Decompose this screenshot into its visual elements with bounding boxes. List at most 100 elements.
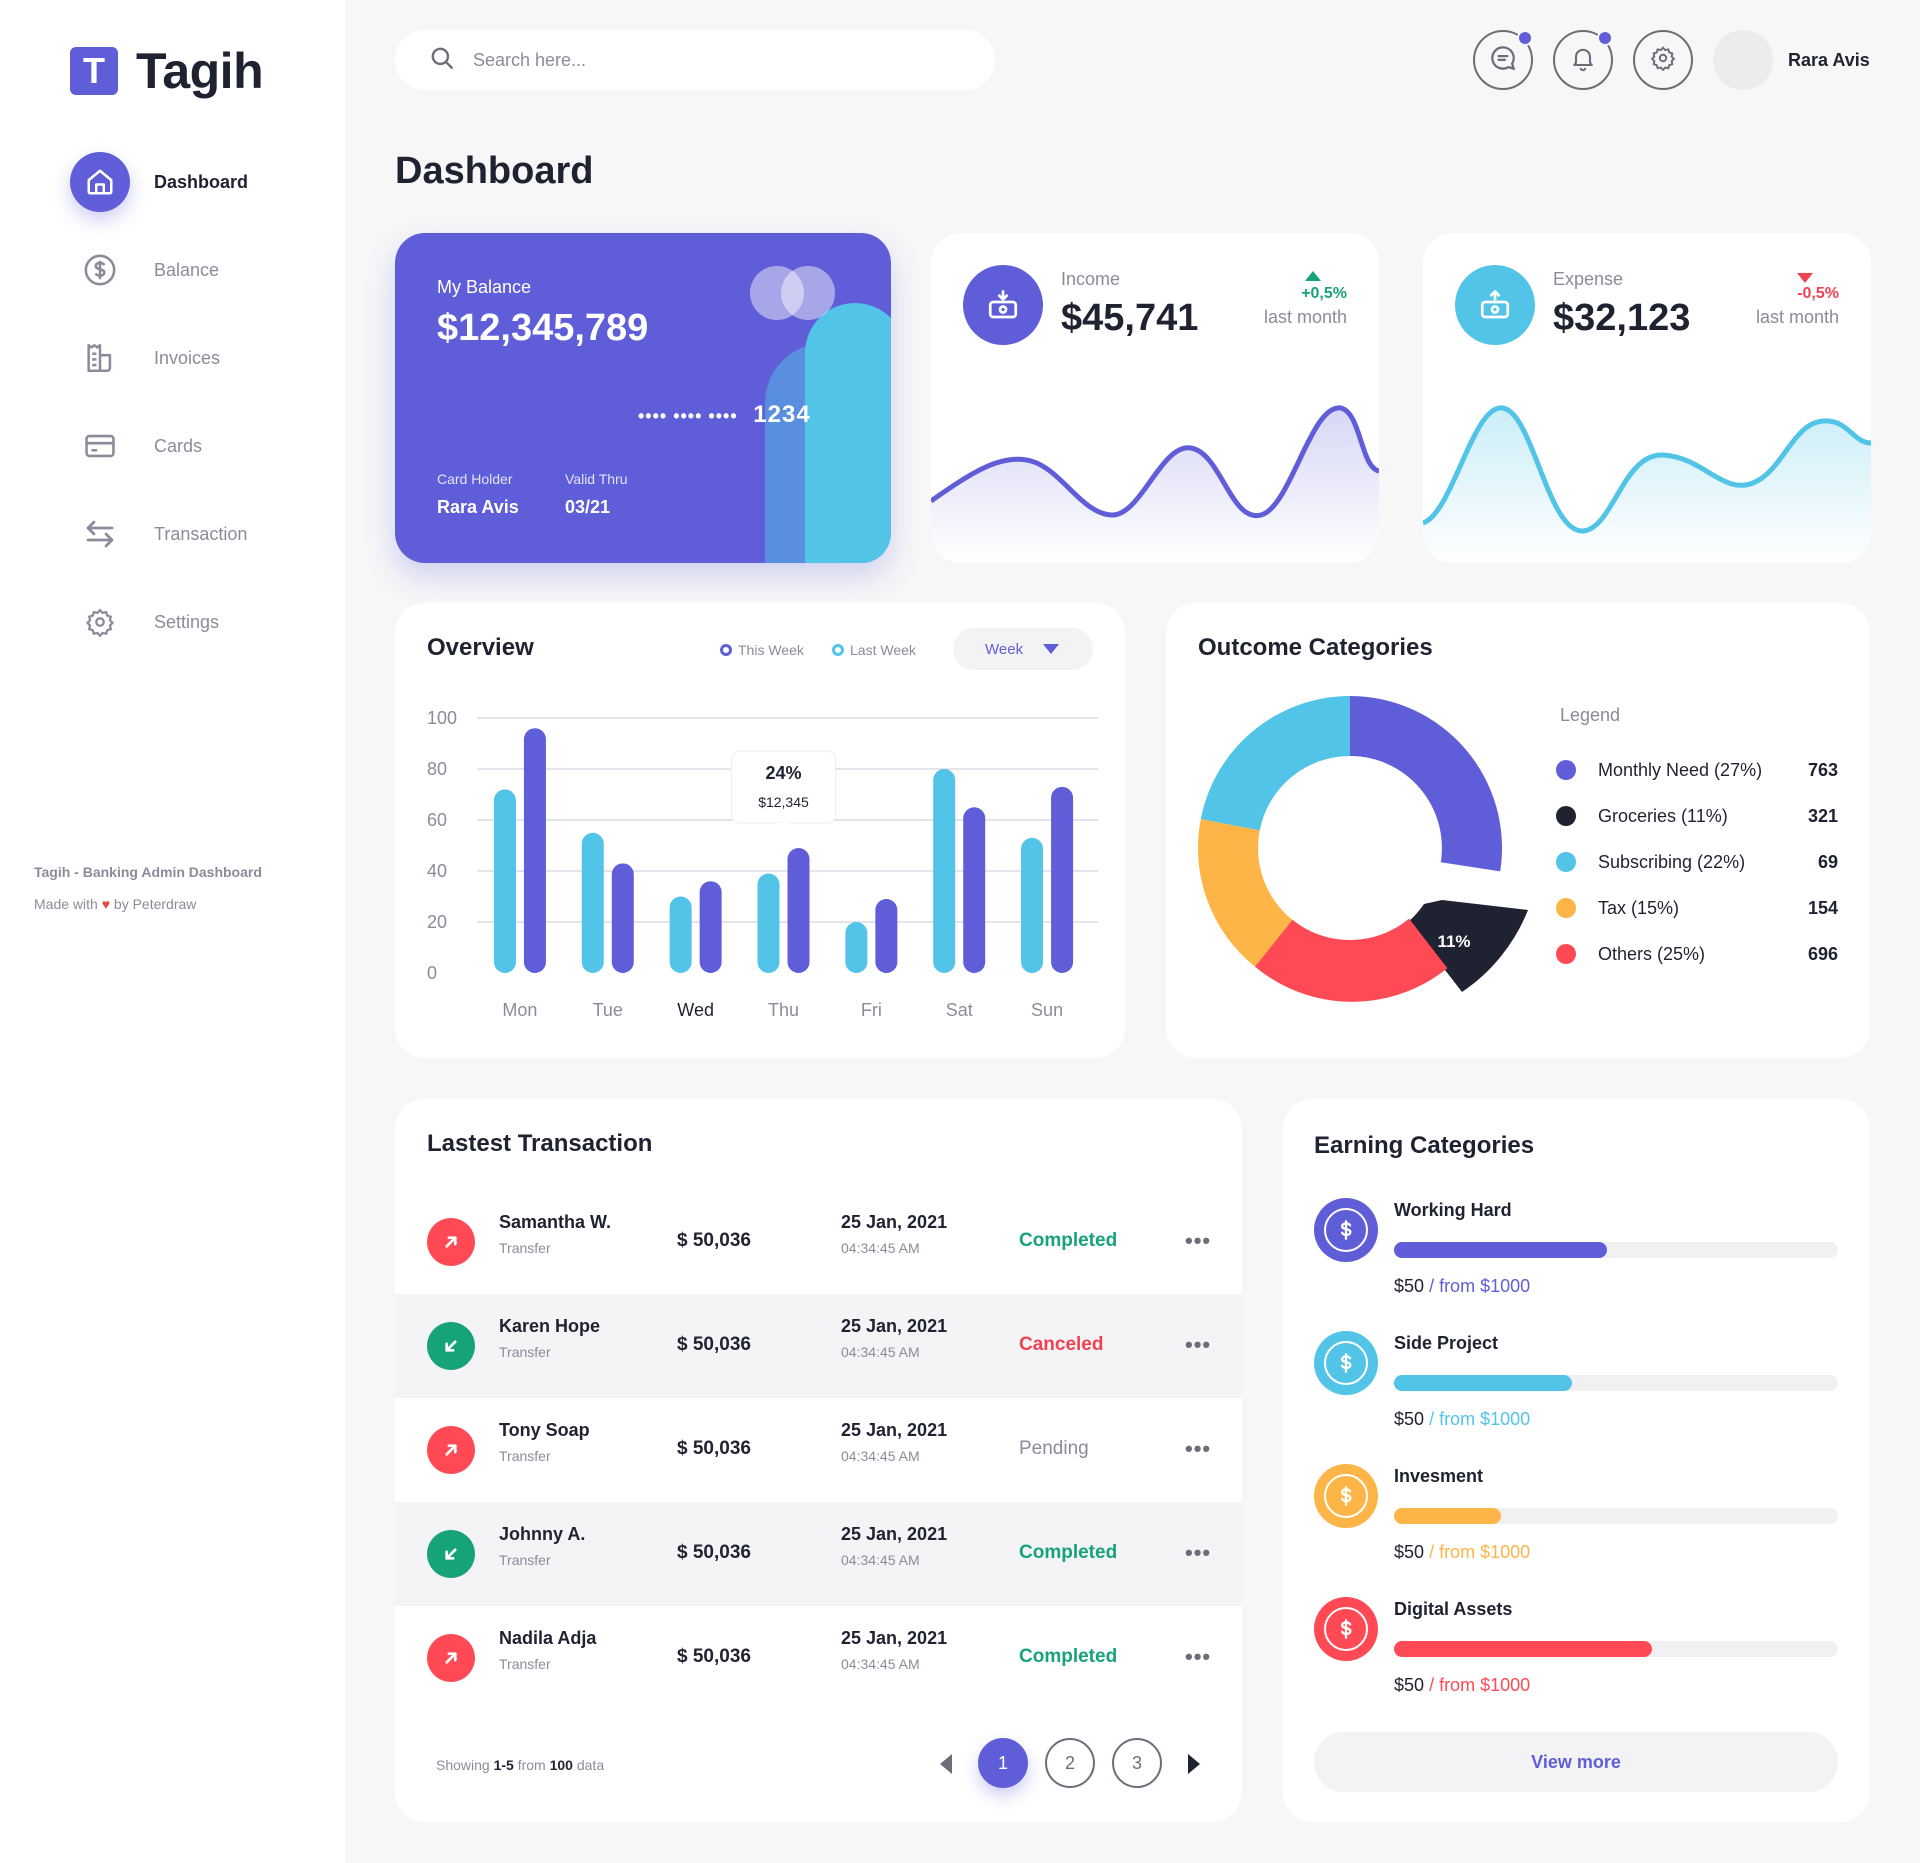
- more-options-icon[interactable]: •••: [1185, 1644, 1212, 1669]
- chart-bar-sun-last-week: [1021, 837, 1044, 973]
- tx-name: Johnny A.: [499, 1524, 586, 1544]
- tx-time: 04:34:45 AM: [841, 1240, 920, 1256]
- legend-item[interactable]: Groceries (11%) 321: [1556, 802, 1838, 830]
- arrow-down-left-icon: [427, 1322, 475, 1370]
- sidebar-nav: Dashboard Balance Invoices Cards Transac…: [70, 152, 248, 680]
- chat-button[interactable]: [1473, 30, 1533, 90]
- legend-dot-icon: [1556, 898, 1576, 918]
- x-tick-label: Sat: [946, 1000, 973, 1020]
- expense-change: -0,5%: [1797, 285, 1839, 302]
- sidebar-item-cards[interactable]: Cards: [70, 416, 248, 476]
- chart-tooltip: 24% $12,345: [731, 750, 836, 831]
- settings-button[interactable]: [1633, 30, 1693, 90]
- sidebar-item-settings[interactable]: Settings: [70, 592, 248, 652]
- legend-dot-icon: [1556, 852, 1576, 872]
- earning-progress-track: [1394, 1641, 1838, 1657]
- showing-post: data: [576, 1757, 605, 1773]
- tx-amount: $ 50,036: [677, 1230, 751, 1251]
- legend-item-name: Others (25%): [1598, 943, 1706, 964]
- tx-amount: $ 50,036: [677, 1438, 751, 1459]
- sidebar-item-invoices[interactable]: Invoices: [70, 328, 248, 388]
- table-row[interactable]: Tony Soap Transfer $ 50,036 25 Jan, 2021 04:…: [395, 1398, 1242, 1502]
- tx-date: 25 Jan, 2021: [841, 1212, 948, 1232]
- chart-bar-thu-this-week: [787, 848, 810, 973]
- tx-date: 25 Jan, 2021: [841, 1316, 948, 1336]
- card-holder-name: Rara Avis: [437, 497, 519, 517]
- earning-value: $50: [1394, 1409, 1425, 1429]
- legend-item-value: 763: [1807, 759, 1838, 780]
- notification-button[interactable]: [1553, 30, 1613, 90]
- sidebar-item-dashboard[interactable]: Dashboard: [70, 152, 248, 212]
- tooltip-box: [731, 750, 836, 824]
- table-row[interactable]: Karen Hope Transfer $ 50,036 25 Jan, 2021 04…: [395, 1294, 1242, 1398]
- balance-card[interactable]: My Balance $12,345,789 •••• •••• •••• 12…: [395, 233, 891, 563]
- more-options-icon[interactable]: •••: [1185, 1436, 1212, 1461]
- sidebar-item-transaction[interactable]: Transaction: [70, 504, 248, 564]
- earning-amount: $50 / from $1000: [1394, 1542, 1530, 1563]
- more-options-icon[interactable]: •••: [1185, 1540, 1212, 1565]
- chart-bar-wed-this-week: [699, 881, 722, 973]
- tx-type: Transfer: [499, 1656, 551, 1672]
- tx-time: 04:34:45 AM: [841, 1344, 920, 1360]
- footer-by: by Peterdraw: [113, 896, 197, 912]
- period-select-value: Week: [985, 640, 1024, 658]
- next-page-icon[interactable]: [1188, 1754, 1200, 1774]
- chart-bar-tue-this-week: [611, 863, 634, 973]
- card-holder-label: Card Holder: [437, 471, 513, 487]
- table-row[interactable]: Nadila Adja Transfer $ 50,036 25 Jan, 2021 0…: [395, 1606, 1242, 1710]
- legend-last-week[interactable]: Last Week: [832, 642, 916, 658]
- valid-thru-value: 03/21: [565, 497, 611, 517]
- view-more-button[interactable]: View more: [1314, 1732, 1838, 1792]
- search-bar[interactable]: Search here...: [395, 30, 995, 90]
- earning-name: Side Project: [1394, 1333, 1499, 1353]
- showing-from: from: [517, 1757, 546, 1773]
- page-button-1[interactable]: 1: [978, 1738, 1028, 1788]
- legend-item-name: Groceries (11%): [1598, 805, 1728, 826]
- app-name: Tagih: [136, 43, 264, 99]
- earning-progress-fill: [1394, 1641, 1652, 1657]
- expense-card[interactable]: Expense $32,123 -0,5% last month: [1423, 233, 1871, 563]
- x-tick-label: Sun: [1031, 1000, 1063, 1020]
- sidebar: T Tagih Dashboard Balance Invoices Car: [0, 0, 345, 1863]
- arrow-down-left-icon: [427, 1530, 475, 1578]
- search-input[interactable]: Search here...: [473, 49, 587, 70]
- table-row[interactable]: Samantha W. Transfer $ 50,036 25 Jan, 2021 0…: [395, 1190, 1242, 1294]
- income-period: last month: [1263, 307, 1347, 327]
- legend-item[interactable]: Monthly Need (27%) 763: [1556, 756, 1838, 784]
- page-button-3[interactable]: 3: [1112, 1738, 1162, 1788]
- prev-page-icon[interactable]: [940, 1754, 952, 1774]
- legend-item-value: 321: [1807, 805, 1838, 826]
- footer-credit: Made with ♥ by Peterdraw: [34, 896, 262, 912]
- legend-item[interactable]: Subscribing (22%) 69: [1556, 848, 1838, 876]
- status-badge: Completed: [1019, 1542, 1118, 1563]
- chart-bar-sat-last-week: [933, 769, 956, 973]
- table-row[interactable]: Johnny A. Transfer $ 50,036 25 Jan, 2021 04:…: [395, 1502, 1242, 1606]
- legend-title: Legend: [1560, 705, 1621, 725]
- dollar-circle-icon: [1314, 1198, 1378, 1262]
- user-name[interactable]: Rara Avis: [1788, 50, 1870, 70]
- trend-down-icon: [1797, 273, 1813, 283]
- more-options-icon[interactable]: •••: [1185, 1332, 1212, 1357]
- page-button-2[interactable]: 2: [1045, 1738, 1095, 1788]
- transactions-title: Lastest Transaction: [427, 1130, 653, 1157]
- earning-amount: $50 / from $1000: [1394, 1276, 1530, 1297]
- income-card[interactable]: Income $45,741 +0,5% last month: [931, 233, 1379, 563]
- expense-value: $32,123: [1553, 297, 1691, 339]
- legend-dot-icon: [1556, 806, 1576, 826]
- arrow-up-right-icon: [427, 1218, 475, 1266]
- donut-slice-subscribing: [1200, 696, 1350, 831]
- legend-item[interactable]: Others (25%) 696: [1556, 940, 1838, 968]
- y-tick-label: 100: [427, 708, 457, 728]
- chart-bar-sun-this-week: [1051, 786, 1074, 973]
- legend-item[interactable]: Tax (15%) 154: [1556, 894, 1838, 922]
- transactions-card: [395, 1099, 1242, 1822]
- period-select[interactable]: Week: [953, 628, 1093, 670]
- app-logo[interactable]: T Tagih: [70, 42, 264, 100]
- heart-icon: ♥: [101, 896, 111, 912]
- sidebar-item-balance[interactable]: Balance: [70, 240, 248, 300]
- earning-name: Digital Assets: [1394, 1599, 1513, 1619]
- avatar[interactable]: [1713, 30, 1773, 90]
- status-badge: Pending: [1019, 1438, 1089, 1459]
- legend-this-week[interactable]: This Week: [720, 642, 804, 658]
- more-options-icon[interactable]: •••: [1185, 1228, 1212, 1253]
